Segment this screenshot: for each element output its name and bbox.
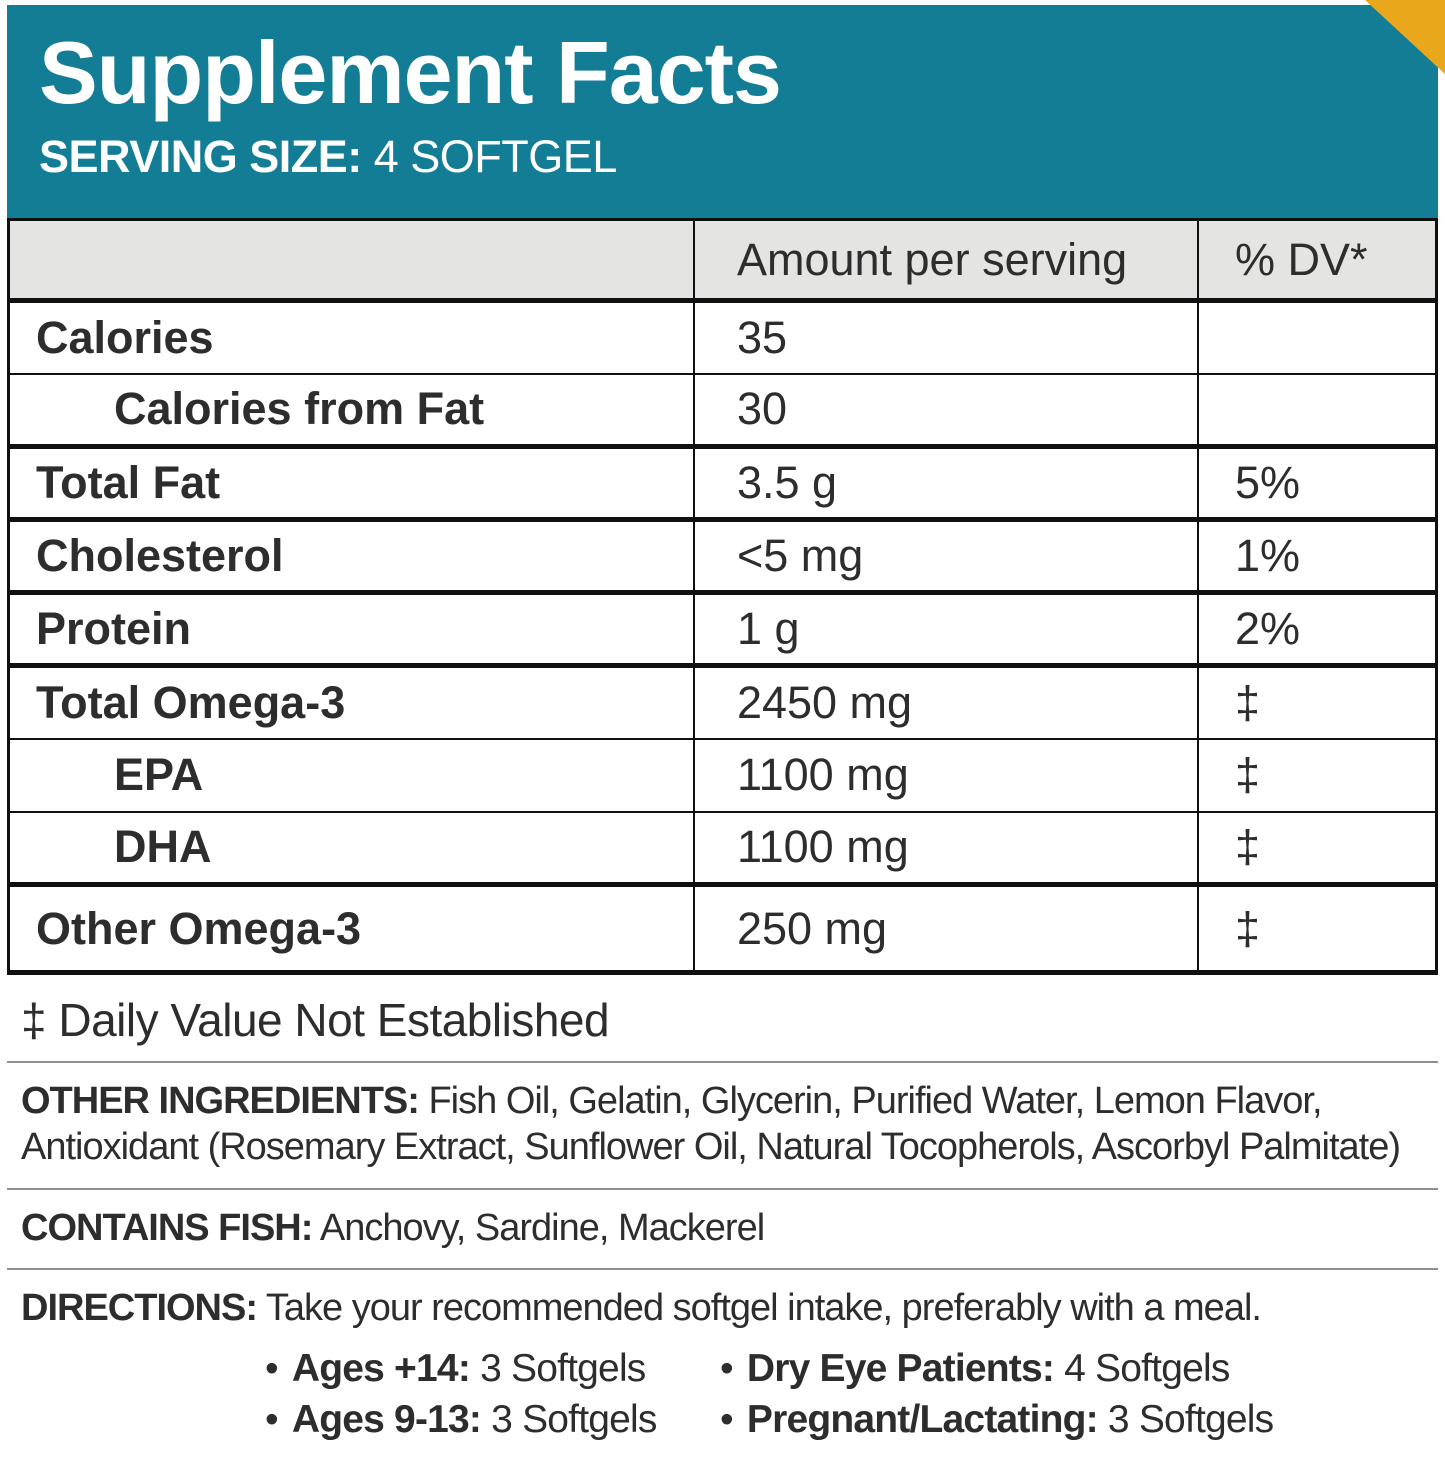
nutrient-name: Calories	[8, 300, 694, 375]
nutrient-dv: 2%	[1197, 592, 1437, 668]
serving-size-value: 4 SOFTGEL	[373, 131, 618, 182]
nutrient-name: Total Fat	[8, 446, 694, 522]
nutrient-dv: ‡	[1197, 665, 1437, 740]
dosage-item: • Ages +14: 3 Softgels	[265, 1347, 720, 1391]
facts-table-body: Calories 35 Calories from Fat 30 Total Fat 3.…	[8, 300, 1437, 973]
other-ingredients-text: Fish Oil, Gelatin, Glycerin, Purified Wa…	[21, 1080, 1401, 1169]
table-row: Total Fat 3.5 g 5%	[8, 446, 1437, 522]
dosage-item: • Pregnant/Lactating: 3 Softgels	[720, 1398, 1438, 1442]
label-masthead: Supplement Facts SERVING SIZE: 4 SOFTGEL	[7, 5, 1438, 218]
table-row: Protein 1 g 2%	[8, 592, 1437, 668]
nutrient-name: Other Omega-3	[36, 902, 362, 954]
nutrient-name: Calories from Fat	[8, 373, 694, 449]
bullet-icon: •	[265, 1398, 279, 1442]
nutrient-name: Protein	[8, 592, 694, 668]
directions-text: Take your recommended softgel intake, pr…	[265, 1287, 1262, 1330]
nutrient-dv: 1%	[1197, 519, 1437, 595]
directions-section: DIRECTIONS: Take your recommended softge…	[7, 1270, 1438, 1331]
table-row: Calories from Fat 30	[8, 373, 1437, 449]
nutrient-name: DHA	[8, 811, 694, 887]
table-row: Other Omega-3 250 mg ‡	[9, 884, 1437, 973]
dosage-item: • Dry Eye Patients: 4 Softgels	[720, 1347, 1438, 1391]
table-row: Calories 35	[8, 300, 1437, 375]
table-row: Cholesterol <5 mg 1%	[8, 519, 1437, 595]
dosage-value: 4 Softgels	[1064, 1347, 1230, 1391]
nutrient-amount: 1100 mg	[692, 738, 1199, 813]
nutrient-dv	[1197, 300, 1437, 375]
table-row: Total Omega-3 2450 mg ‡	[8, 665, 1437, 740]
directions-label: DIRECTIONS:	[21, 1287, 258, 1330]
dv-column-header: % DV*	[1197, 219, 1437, 303]
dosage-value: 3 Softgels	[491, 1398, 657, 1442]
dosage-list: • Ages +14: 3 Softgels • Dry Eye Patients: …	[265, 1347, 1438, 1442]
bullet-icon: •	[720, 1398, 734, 1442]
section-divider	[7, 1268, 1438, 1271]
nutrient-dv: ‡	[1197, 884, 1437, 973]
nutrient-amount: <5 mg	[692, 519, 1199, 595]
supplement-facts-table: Amount per serving % DV* Calories 35 Calor…	[7, 218, 1438, 975]
contains-fish-section: CONTAINS FISH: Anchovy, Sardine, Mackere…	[7, 1190, 1438, 1268]
bullet-icon: •	[720, 1347, 734, 1391]
table-row: DHA 1100 mg ‡	[8, 811, 1437, 887]
nutrient-name: Total Omega-3	[8, 665, 694, 740]
other-ingredients-section: OTHER INGREDIENTS: Fish Oil, Gelatin, Gl…	[7, 1063, 1438, 1188]
nutrient-name: Cholesterol	[8, 519, 694, 595]
dv-footnote: ‡ Daily Value Not Established	[21, 994, 610, 1046]
table-row: EPA 1100 mg ‡	[8, 738, 1437, 813]
table-header-row: Amount per serving % DV*	[8, 219, 1437, 303]
dosage-value: 3 Softgels	[1107, 1398, 1274, 1442]
nutrient-dv	[1197, 373, 1437, 449]
nutrient-amount: 250 mg	[692, 884, 1199, 973]
other-ingredients-label: OTHER INGREDIENTS:	[21, 1080, 420, 1122]
contains-fish-text: Anchovy, Sardine, Mackerel	[319, 1206, 765, 1249]
nutrient-dv: ‡	[1197, 738, 1437, 813]
serving-size-label: SERVING SIZE:	[39, 131, 362, 182]
dosage-value: 3 Softgels	[480, 1347, 646, 1391]
dosage-label: Ages +14:	[291, 1347, 471, 1391]
dosage-label: Dry Eye Patients:	[746, 1347, 1055, 1391]
nutrient-dv: 5%	[1197, 446, 1437, 522]
bullet-icon: •	[265, 1347, 279, 1391]
nutrient-amount: 1 g	[692, 592, 1199, 668]
nutrient-amount: 3.5 g	[692, 446, 1199, 522]
nutrient-amount: 2450 mg	[692, 665, 1199, 740]
serving-size: SERVING SIZE: 4 SOFTGEL	[39, 131, 1438, 183]
dosage-label: Pregnant/Lactating:	[746, 1398, 1099, 1442]
amount-column-header: Amount per serving	[692, 219, 1199, 303]
dosage-item: • Ages 9-13: 3 Softgels	[265, 1398, 720, 1442]
nutrient-amount: 30	[692, 373, 1199, 449]
nutrient-dv: ‡	[1197, 811, 1437, 887]
section-divider	[7, 1187, 1438, 1190]
nutrient-amount: 35	[692, 300, 1199, 375]
section-divider	[7, 1061, 1438, 1063]
page-title: Supplement Facts	[39, 23, 782, 122]
nutrient-name: EPA	[8, 738, 694, 813]
dosage-label: Ages 9-13:	[291, 1398, 482, 1442]
nutrient-amount: 1100 mg	[692, 811, 1199, 887]
nutrient-column-header	[8, 219, 694, 303]
contains-fish-label: CONTAINS FISH:	[21, 1206, 313, 1249]
